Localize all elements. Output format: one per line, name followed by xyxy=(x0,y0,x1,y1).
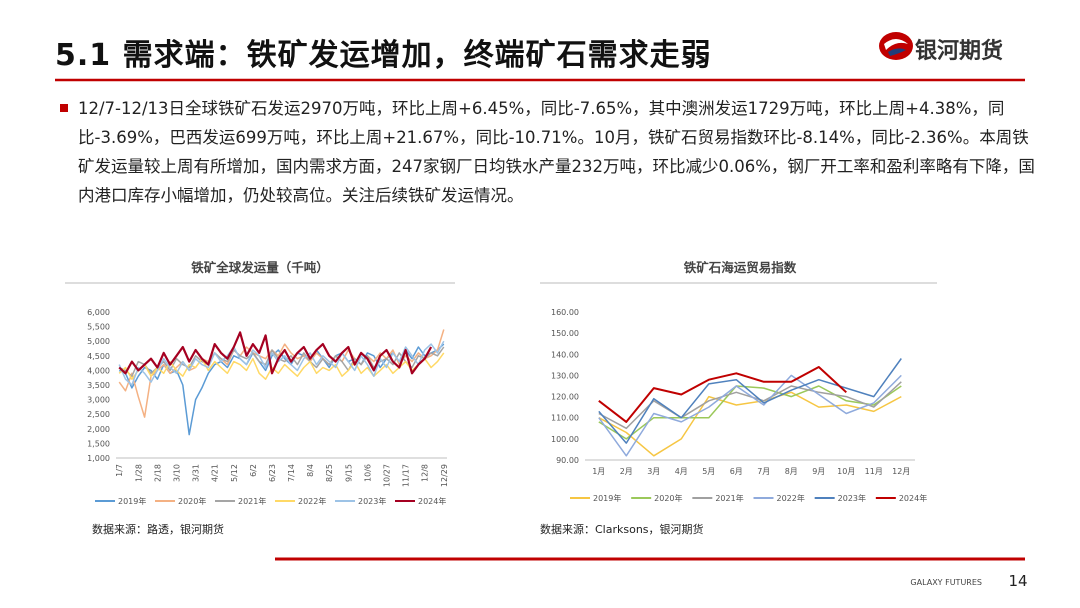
x-tick-label: 10/6 xyxy=(363,464,372,482)
series-line xyxy=(598,366,847,423)
x-tick-label: 11月 xyxy=(865,467,883,476)
y-tick-label: 1,000 xyxy=(87,454,110,463)
chart-source: 数据来源：路透，银河期货 xyxy=(92,522,224,536)
y-tick-label: 4,000 xyxy=(87,366,110,375)
y-tick-label: 3,000 xyxy=(87,396,110,405)
x-tick-label: 12月 xyxy=(892,467,910,476)
series-line xyxy=(118,331,433,375)
x-tick-label: 8月 xyxy=(785,467,798,476)
legend-label: 2023年 xyxy=(838,493,866,503)
series-line xyxy=(598,385,902,440)
legend-label: 2024年 xyxy=(899,493,927,503)
chart-source: 数据来源：Clarksons，银河期货 xyxy=(540,522,704,536)
series-line xyxy=(598,374,902,457)
x-tick-label: 7/14 xyxy=(287,464,296,482)
x-tick-label: 6月 xyxy=(730,467,743,476)
x-tick-label: 3月 xyxy=(647,467,660,476)
x-tick-label: 3/10 xyxy=(172,464,181,482)
series-line xyxy=(598,358,902,444)
x-tick-label: 2月 xyxy=(620,467,633,476)
legend-label: 2021年 xyxy=(238,496,266,506)
slide-title: 5.1 需求端：铁矿发运增加，终端矿石需求走弱 xyxy=(55,38,712,73)
y-tick-label: 100.00 xyxy=(551,435,579,444)
legend-label: 2020年 xyxy=(654,493,682,503)
chart-title: 铁矿全球发运量（千吨） xyxy=(191,260,329,275)
x-tick-label: 4/21 xyxy=(211,464,220,482)
logo-text: 银河期货 xyxy=(915,39,1004,64)
series-line xyxy=(598,391,902,457)
x-tick-label: 8/4 xyxy=(306,464,315,477)
page-number: 14 xyxy=(1008,572,1027,590)
y-tick-label: 130.00 xyxy=(551,371,579,380)
y-tick-label: 5,500 xyxy=(87,323,110,332)
x-tick-label: 9月 xyxy=(812,467,825,476)
x-tick-label: 3/31 xyxy=(192,464,201,482)
x-tick-label: 1/28 xyxy=(134,464,143,482)
x-tick-label: 6/23 xyxy=(268,464,277,482)
y-tick-label: 140.00 xyxy=(551,350,579,359)
series-line xyxy=(118,343,445,436)
summary-text: 12/7-12/13日全球铁矿石发运2970万吨，环比上周+6.45%，同比-7… xyxy=(78,99,1035,205)
x-tick-label: 1/7 xyxy=(115,464,124,477)
legend-label: 2019年 xyxy=(118,496,146,506)
x-tick-label: 12/29 xyxy=(440,464,449,487)
x-tick-label: 10/27 xyxy=(383,464,392,487)
x-tick-label: 12/8 xyxy=(421,464,430,482)
logo-emblem xyxy=(879,32,913,60)
y-tick-label: 5,000 xyxy=(87,337,110,346)
x-tick-label: 6/2 xyxy=(249,464,258,477)
y-tick-label: 3,500 xyxy=(87,381,110,390)
footer-brand: GALAXY FUTURES xyxy=(910,578,982,587)
y-tick-label: 1,500 xyxy=(87,439,110,448)
y-tick-label: 2,000 xyxy=(87,425,110,434)
x-tick-label: 7月 xyxy=(757,467,770,476)
legend-label: 2023年 xyxy=(358,496,386,506)
y-tick-label: 120.00 xyxy=(551,393,579,402)
y-tick-label: 90.00 xyxy=(556,456,579,465)
series-line xyxy=(598,381,902,430)
y-tick-label: 110.00 xyxy=(551,414,579,423)
legend-label: 2022年 xyxy=(777,493,805,503)
y-tick-label: 2,500 xyxy=(87,410,110,419)
legend-label: 2021年 xyxy=(715,493,743,503)
x-tick-label: 2/18 xyxy=(153,464,162,482)
legend-label: 2020年 xyxy=(178,496,206,506)
x-tick-label: 10月 xyxy=(837,467,855,476)
x-tick-label: 5/12 xyxy=(230,464,239,482)
x-tick-label: 9/15 xyxy=(344,464,353,482)
x-tick-label: 4月 xyxy=(675,467,688,476)
series-line xyxy=(118,340,445,386)
y-tick-label: 160.00 xyxy=(551,308,579,317)
series-line xyxy=(118,352,445,380)
x-tick-label: 1月 xyxy=(592,467,605,476)
x-tick-label: 11/17 xyxy=(402,464,411,487)
y-tick-label: 150.00 xyxy=(551,329,579,338)
y-tick-label: 4,500 xyxy=(87,352,110,361)
chart-title: 铁矿石海运贸易指数 xyxy=(684,260,797,275)
legend-label: 2024年 xyxy=(418,496,446,506)
x-tick-label: 8/25 xyxy=(325,464,334,482)
x-tick-label: 5月 xyxy=(702,467,715,476)
y-tick-label: 6,000 xyxy=(87,308,110,317)
bullet xyxy=(60,104,68,112)
legend-label: 2019年 xyxy=(593,493,621,503)
series-line xyxy=(118,329,445,418)
legend-label: 2022年 xyxy=(298,496,326,506)
